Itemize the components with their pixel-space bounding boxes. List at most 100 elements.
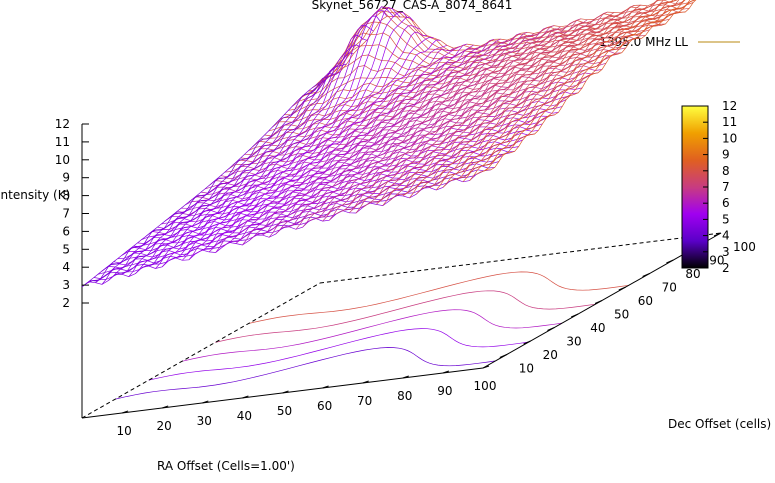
ra-tick bbox=[162, 405, 169, 409]
dec-tick-label: 50 bbox=[614, 308, 629, 322]
colorbar-tick-label: 11 bbox=[722, 115, 737, 129]
surface-col-line bbox=[409, 5, 648, 199]
z-tick-label: 9 bbox=[62, 171, 70, 185]
surface-col-line bbox=[476, 0, 697, 175]
surface-col-line bbox=[195, 36, 434, 255]
surface-row-line bbox=[113, 149, 515, 264]
colorbar-tick-label: 2 bbox=[722, 261, 730, 275]
surface-row-line bbox=[196, 72, 599, 197]
dec-tick bbox=[594, 300, 603, 304]
ra-tick-label: 50 bbox=[277, 404, 292, 418]
dec-tick-label: 80 bbox=[685, 267, 700, 281]
z-tick-label: 10 bbox=[55, 153, 70, 167]
ra-tick bbox=[202, 400, 209, 404]
ra-tick-label: 100 bbox=[474, 379, 497, 393]
dec-tick bbox=[618, 286, 626, 291]
colorbar-tick-label: 12 bbox=[722, 99, 737, 113]
frame-back-top bbox=[319, 232, 722, 284]
ra-tick bbox=[242, 395, 249, 399]
surface-col-line bbox=[355, 19, 595, 214]
z-tick-label: 11 bbox=[55, 135, 70, 149]
surface-col-line bbox=[456, 0, 685, 180]
dec-tick bbox=[547, 327, 555, 331]
ra-tick-label: 70 bbox=[357, 394, 372, 408]
dec-tick-label: 40 bbox=[590, 321, 605, 335]
dec-tick-label: 100 bbox=[733, 240, 756, 254]
surface-row-line bbox=[216, 53, 618, 180]
surface-col-line bbox=[375, 12, 615, 205]
contour-line bbox=[148, 328, 529, 381]
frame-back-left bbox=[81, 282, 321, 419]
dec-axis: 10 20 30 40 50 60 70 80 90 100 bbox=[499, 232, 756, 376]
ra-tick-label: 90 bbox=[437, 384, 452, 398]
base-contours bbox=[115, 271, 629, 400]
ra-tick-label: 80 bbox=[397, 389, 412, 403]
surface-col-line bbox=[142, 15, 381, 268]
ra-tick bbox=[362, 380, 369, 384]
surface-col-line bbox=[88, 76, 327, 283]
dec-tick-label: 30 bbox=[566, 335, 581, 349]
surface-col-line bbox=[482, 0, 697, 172]
contour-line bbox=[181, 309, 563, 362]
contour-line bbox=[248, 271, 629, 324]
ra-tick bbox=[121, 410, 129, 414]
ra-tick-label: 30 bbox=[197, 414, 212, 428]
surface-col-line bbox=[242, 45, 481, 246]
surface-row-line bbox=[228, 41, 630, 169]
z-tick-label: 3 bbox=[62, 278, 70, 292]
surface-col-line bbox=[148, 9, 388, 267]
surface-col-line bbox=[469, 0, 691, 181]
surface-col-line bbox=[161, 6, 401, 268]
colorbar-tick-label: 5 bbox=[722, 212, 730, 226]
ra-tick bbox=[482, 365, 490, 369]
surface-col-line bbox=[115, 52, 354, 275]
surface-col-line bbox=[255, 38, 494, 236]
dec-tick-label: 10 bbox=[519, 362, 534, 376]
colorbar-tick-label: 8 bbox=[722, 164, 730, 178]
dec-tick bbox=[666, 259, 674, 264]
z-tick-label: 8 bbox=[62, 189, 70, 203]
surface-col-line bbox=[108, 63, 347, 281]
z-tick-label: 6 bbox=[62, 224, 70, 238]
x-axis-label: RA Offset (Cells=1.00') bbox=[157, 459, 295, 473]
surface-col-line bbox=[188, 31, 427, 261]
colorbar-tick-label: 3 bbox=[722, 245, 730, 259]
z-tick-label: 7 bbox=[62, 207, 70, 221]
dec-tick bbox=[713, 232, 722, 237]
surface-col-line bbox=[235, 44, 474, 244]
surface-col-line bbox=[275, 37, 515, 235]
contour-line bbox=[215, 290, 596, 343]
surface-col-line bbox=[168, 11, 408, 261]
surface-col-line bbox=[248, 42, 488, 241]
dec-tick bbox=[571, 313, 579, 318]
surface-col-line bbox=[135, 24, 374, 274]
surface-col-line bbox=[268, 39, 508, 238]
surface-col-line bbox=[302, 31, 541, 228]
ra-tick-label: 10 bbox=[116, 424, 131, 438]
dec-tick-label: 20 bbox=[543, 348, 558, 362]
dec-tick-label: 90 bbox=[709, 254, 724, 268]
surface-col-line bbox=[175, 16, 414, 259]
ra-tick bbox=[402, 375, 409, 379]
surface-col-line bbox=[222, 45, 461, 248]
surface-row-line bbox=[177, 91, 579, 213]
dec-tick bbox=[499, 354, 507, 358]
ra-tick-label: 20 bbox=[157, 419, 172, 433]
surface-col-line bbox=[442, 0, 678, 188]
surface-col-line bbox=[202, 39, 441, 251]
colorbar-tick-label: 7 bbox=[722, 180, 730, 194]
dec-tick bbox=[642, 273, 650, 277]
ra-axis: 10 20 30 40 50 60 70 80 90 100 bbox=[116, 365, 497, 438]
surface-col-line bbox=[121, 44, 361, 275]
ra-tick bbox=[282, 390, 289, 394]
wireframe-surface bbox=[81, 0, 697, 288]
surface-col-line bbox=[342, 18, 581, 212]
surface-col-line bbox=[402, 4, 641, 197]
dec-tick-label: 70 bbox=[662, 281, 677, 295]
surface-row-line bbox=[161, 106, 563, 225]
surface-col-line bbox=[215, 47, 454, 253]
surface-col-line bbox=[369, 11, 608, 204]
ra-tick-label: 60 bbox=[317, 399, 332, 413]
ra-tick bbox=[322, 385, 329, 389]
y-axis-label: Dec Offset (cells) bbox=[668, 417, 771, 431]
